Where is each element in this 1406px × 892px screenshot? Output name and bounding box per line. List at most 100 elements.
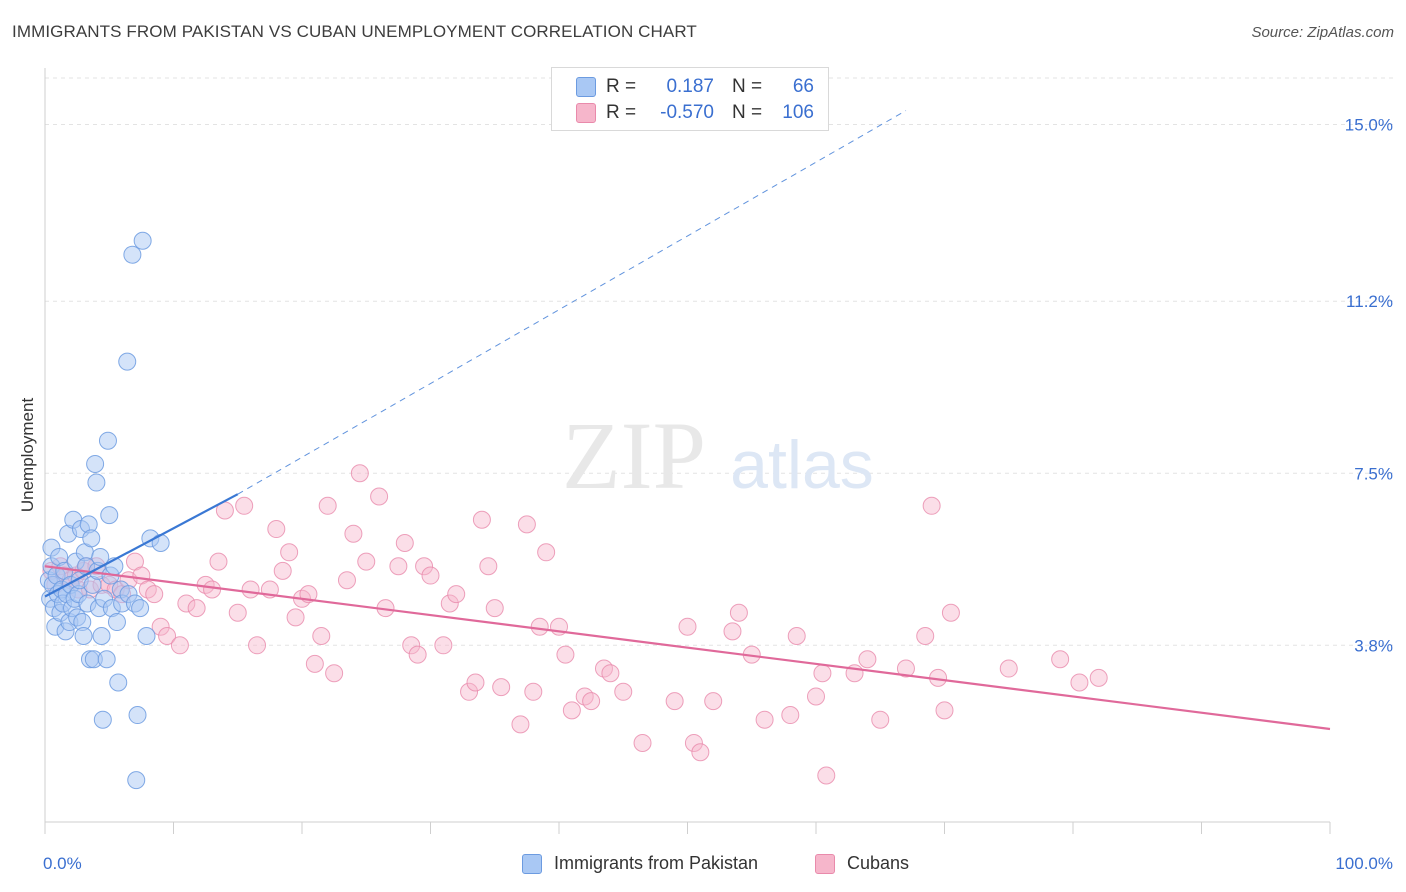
n-label: N = — [732, 102, 763, 123]
cubans-point — [466, 673, 485, 692]
cubans-point — [170, 636, 189, 655]
cubans-point — [479, 557, 498, 576]
pakistan-point — [127, 771, 146, 790]
n-value: 66 — [792, 76, 814, 97]
cubans-point — [871, 710, 890, 729]
cubans-point — [935, 701, 954, 720]
cubans-point — [858, 650, 877, 669]
r-label: R = — [606, 102, 637, 123]
pakistan-point — [118, 352, 137, 371]
stats-row-pakistan: R = 0.187 N = 66 — [576, 75, 814, 99]
cubans-point — [209, 552, 228, 571]
cubans-point — [704, 692, 723, 711]
y-tick-label: 7.5% — [1354, 464, 1393, 483]
cubans-point — [241, 580, 260, 599]
cubans-point — [684, 733, 703, 752]
n-value: 106 — [782, 102, 814, 123]
cubans-point — [151, 617, 170, 636]
cubans-point — [389, 557, 408, 576]
cubans-point — [813, 664, 832, 683]
cubans-point — [530, 617, 549, 636]
pakistan-point — [92, 627, 111, 645]
cubans-point — [691, 743, 710, 762]
cubans-point — [922, 496, 941, 515]
cubans-point — [344, 524, 363, 543]
cubans-point — [537, 543, 556, 562]
cubans-point — [729, 603, 748, 622]
source-credit: Source: ZipAtlas.com — [1251, 24, 1394, 41]
cubans-point — [158, 627, 177, 645]
cubans-point — [594, 659, 613, 678]
cubans-point — [318, 496, 337, 515]
r-value: -0.570 — [660, 102, 714, 123]
watermark-zip: ZIP — [562, 402, 706, 509]
cubans-point — [723, 622, 742, 641]
pakistan-points — [39, 231, 170, 790]
stats-legend: R = 0.187 N = 66 R = -0.570 N = 106 — [551, 67, 829, 131]
legend-label-cubans: Cubans — [847, 853, 910, 873]
y-tick-label: 11.2% — [1346, 292, 1393, 311]
cubans-point — [395, 534, 414, 552]
pakistan-point — [107, 613, 126, 632]
cubans-point — [601, 664, 620, 683]
cubans-point — [421, 566, 440, 585]
cubans-point — [402, 636, 421, 655]
watermark-atlas: atlas — [730, 427, 874, 503]
y-axis-label: Unemployment — [18, 398, 37, 513]
cubans-point — [492, 678, 511, 697]
cubans-point — [999, 659, 1018, 678]
cubans-point — [575, 687, 594, 706]
cubans-point — [415, 557, 434, 576]
x-tick-label: 0.0% — [43, 854, 82, 873]
cubans-point — [350, 464, 369, 483]
y-tick-label: 15.0% — [1345, 116, 1393, 135]
cubans-point — [678, 617, 697, 636]
cubans-point — [280, 543, 299, 562]
cubans-point — [1070, 673, 1089, 692]
cubans-point — [434, 636, 453, 655]
cubans-point — [286, 608, 305, 627]
x-tick-label: 100.0% — [1335, 854, 1393, 873]
pakistan-trend-line — [44, 493, 239, 598]
pakistan-point — [74, 627, 93, 645]
pakistan-point — [93, 710, 112, 729]
watermark: ZIP atlas — [562, 402, 874, 509]
cubans-point — [305, 654, 324, 673]
cubans-point — [916, 627, 935, 645]
pakistan-point — [82, 529, 101, 548]
pakistan-point — [131, 599, 150, 618]
cubans-point — [614, 682, 633, 701]
cubans-point — [357, 552, 376, 571]
cubans-point — [755, 710, 774, 729]
axes — [44, 68, 1331, 834]
cubans-point — [665, 692, 684, 711]
cubans-point — [312, 627, 331, 645]
pakistan-trend-extension — [237, 110, 907, 495]
cubans-point — [472, 510, 491, 529]
trend-lines — [44, 110, 1331, 731]
pakistan-point — [86, 454, 105, 473]
x-tick-labels: 0.0% 100.0% — [43, 854, 1393, 873]
pakistan-point — [97, 650, 116, 669]
cubans-point — [1089, 668, 1108, 687]
cubans-point — [781, 706, 800, 725]
pakistan-legend-swatch — [522, 853, 542, 874]
cubans-point — [440, 594, 459, 613]
cubans-point — [517, 515, 536, 534]
cubans-point — [370, 487, 389, 506]
cubans-point — [228, 603, 247, 622]
cubans-point — [562, 701, 581, 720]
pakistan-point — [137, 627, 156, 645]
cubans-point — [896, 659, 915, 678]
cubans-point — [138, 580, 157, 599]
r-label: R = — [606, 76, 637, 97]
pakistan-point — [133, 231, 152, 250]
r-value: 0.187 — [666, 76, 714, 97]
pakistan-point — [109, 673, 128, 692]
cubans-point — [177, 594, 196, 613]
chart-title: IMMIGRANTS FROM PAKISTAN VS CUBAN UNEMPL… — [12, 22, 697, 41]
cubans-point — [447, 585, 466, 604]
legend-item-pakistan[interactable]: Immigrants from Pakistan — [522, 853, 758, 874]
cubans-point — [807, 687, 825, 706]
legend-item-cubans[interactable]: Cubans — [815, 853, 909, 874]
